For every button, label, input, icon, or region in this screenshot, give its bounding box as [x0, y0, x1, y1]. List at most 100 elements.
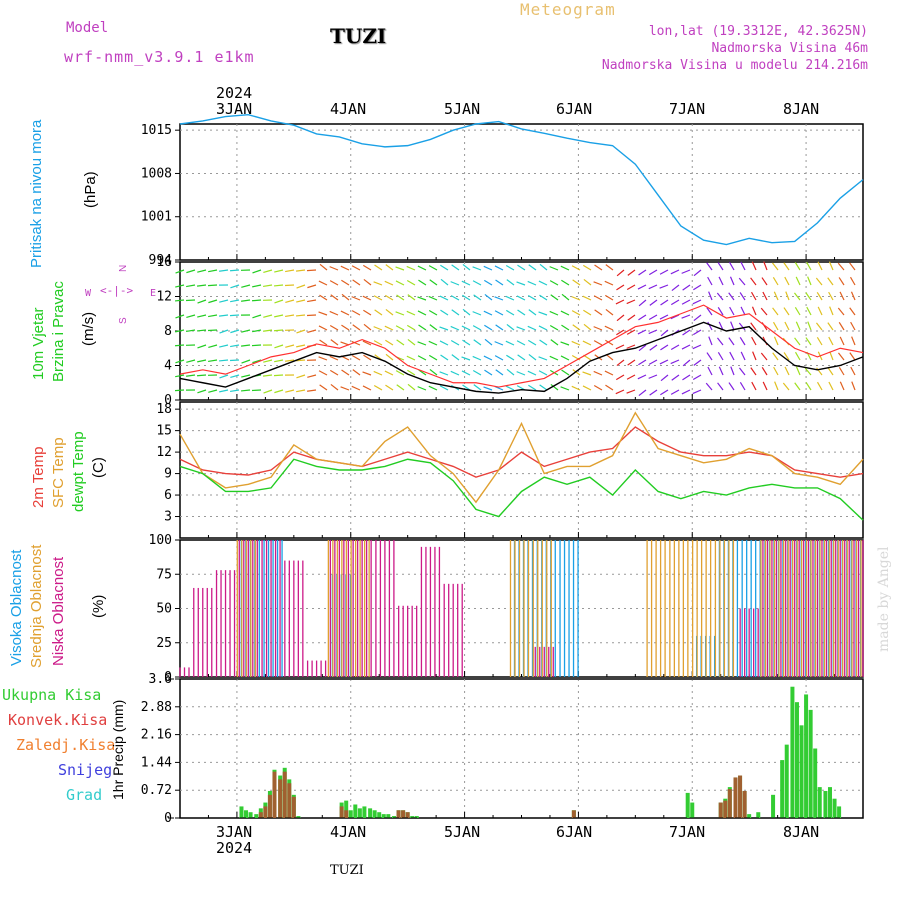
wind-arrow [406, 324, 416, 331]
wind-arrow [494, 355, 504, 361]
wind-arrow [197, 389, 207, 394]
wind-arrow [174, 344, 185, 347]
precip-total-bar [813, 748, 818, 818]
wind-arrow [572, 324, 581, 331]
compass-e: E [150, 288, 157, 299]
wind-arrow [385, 384, 394, 391]
wind-arrow [329, 355, 339, 361]
wind-arrow [571, 296, 581, 301]
wind-arrow [252, 314, 262, 319]
wind-arrow [296, 299, 306, 303]
y-tick-label-temp: 15 [156, 424, 172, 439]
wind-arrow [550, 294, 559, 301]
station-title: TUZI [330, 24, 387, 48]
wind-arrow [472, 355, 482, 361]
wind-arrow [373, 326, 383, 331]
wind-arrow [340, 386, 350, 391]
wind-arrow [396, 384, 405, 391]
wind-arrow [461, 356, 471, 361]
precip-conv-bar [738, 775, 743, 818]
wind-arrow [285, 299, 295, 304]
y-tick-label-precip: 2.16 [141, 728, 172, 743]
wind-arrow [681, 269, 691, 274]
wind-arrow [318, 370, 328, 376]
wind-arrow [717, 382, 724, 391]
wind-arrow [439, 326, 449, 331]
bottom-day-4jan: 4JAN [330, 823, 367, 841]
wind-arrow [516, 326, 526, 331]
wind-arrow [849, 307, 856, 316]
wind-arrow [750, 277, 757, 286]
wind-arrow [817, 261, 823, 271]
wind-arrow [782, 382, 790, 391]
bottom-day-7jan: 7JAN [669, 823, 706, 841]
wind-arrow [319, 294, 328, 301]
wind-arrow [616, 314, 625, 322]
elevation-label: Nadmorska Visina 46m [711, 41, 868, 56]
wind-arrow [351, 340, 361, 346]
wind-arrow [718, 366, 724, 376]
top-year-label: 2024 [216, 84, 253, 102]
wind-arrow [429, 279, 438, 286]
wind-arrow [274, 359, 284, 363]
wind-arrow [439, 385, 449, 391]
wind-arrow [827, 322, 834, 331]
wind-arrow [208, 359, 218, 363]
wind-arrow [241, 299, 251, 302]
wind-arrow [783, 307, 790, 316]
wind-arrow [251, 299, 262, 302]
wind-arrow [241, 284, 251, 288]
wind-arrow [451, 354, 460, 361]
wind-arrow [718, 321, 724, 331]
wind-arrow [604, 325, 614, 331]
precip-total-bar [357, 808, 362, 818]
wind-arrow [795, 276, 801, 286]
wind-arrow [330, 294, 339, 301]
precip-total-bar [368, 808, 373, 818]
wind-arrow [384, 370, 394, 376]
wind-arrow [472, 311, 482, 316]
wind-arrow [816, 336, 823, 346]
wind-arrow [717, 351, 724, 361]
wind-arrow [417, 355, 427, 361]
wind-arrow [751, 381, 757, 391]
wind-arrow [285, 359, 295, 362]
wind-arrow [760, 307, 768, 316]
precip-total-bar [362, 806, 367, 818]
wind-arrow [681, 299, 691, 305]
wind-arrow [252, 329, 262, 333]
wind-arrow [794, 337, 801, 346]
wind-arrow [407, 294, 416, 301]
wind-arrow [771, 262, 779, 271]
wind-arrow [218, 359, 229, 362]
wind-arrow [352, 369, 361, 376]
wind-arrow [793, 292, 801, 301]
wind-arrow [428, 265, 438, 271]
wind-arrow [528, 353, 537, 361]
precip-conv-bar [718, 802, 723, 818]
wind-arrow [851, 381, 856, 391]
wind-arrow [760, 352, 768, 361]
model-elevation-label: Nadmorska Visina u modelu 214.216m [601, 58, 868, 73]
wind-arrow [351, 385, 361, 391]
wind-arrow [539, 384, 548, 391]
wind-arrow [729, 351, 735, 361]
wind-arrow [829, 306, 834, 316]
wind-arrow [560, 355, 570, 361]
wind-arrow [706, 352, 713, 361]
precip-total-bar [817, 787, 822, 818]
wind-arrow [761, 277, 768, 286]
wind-arrow [615, 299, 625, 305]
wind-arrow [807, 276, 812, 286]
wind-arrow [740, 351, 746, 361]
y-tick-label-wind: 12 [156, 290, 172, 305]
wind-arrow [197, 269, 207, 273]
wind-arrow [839, 336, 845, 346]
wind-arrow [693, 284, 702, 291]
wind-arrow [384, 280, 394, 286]
wind-arrow [681, 314, 691, 319]
wind-arrow [785, 291, 790, 301]
wind-barbs [174, 261, 856, 397]
wind-arrow [263, 269, 273, 274]
precip-conv-bar [344, 810, 349, 818]
